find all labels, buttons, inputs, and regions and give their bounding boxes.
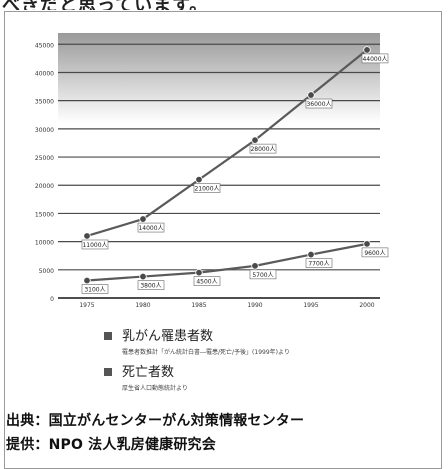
data-point <box>307 250 315 259</box>
x-tick-label: 1980 <box>135 302 150 309</box>
y-tick-label: 35000 <box>35 99 54 106</box>
data-label: 3800人 <box>140 283 161 290</box>
x-tick-label: 1990 <box>247 302 262 309</box>
data-label: 11000人 <box>82 242 107 249</box>
data-label-box <box>137 222 165 233</box>
data-label: 44000人 <box>362 56 387 63</box>
data-point <box>139 272 147 281</box>
data-label: 21000人 <box>194 186 219 193</box>
data-label: 4500人 <box>196 279 217 286</box>
data-point <box>83 276 91 285</box>
data-labels: 11000人 14000人 21000人 28000人 36000人 44000人 3100… <box>81 53 389 294</box>
data-label-box <box>193 183 221 193</box>
data-label-box <box>249 143 277 154</box>
header-text: べきだと思っています。 <box>2 0 208 10</box>
data-point <box>83 232 91 240</box>
x-axis: 1975 1980 1985 1990 1995 2000 <box>79 302 374 309</box>
y-tick-label: 0 <box>50 296 54 303</box>
data-point <box>251 136 259 144</box>
legend-series-name: 死亡者数 <box>122 365 174 380</box>
data-label-box <box>361 53 389 64</box>
data-label-box <box>193 276 221 286</box>
data-label-box <box>305 98 333 109</box>
x-tick-label: 1975 <box>79 302 94 309</box>
data-point <box>195 268 203 277</box>
data-point <box>195 175 203 184</box>
data-label-box <box>137 280 165 290</box>
legend-swatch <box>104 332 112 340</box>
legend: 乳がん罹患者数罹患者数推計「がん統計白書―罹患/死亡/予後」(1999年)より死… <box>104 329 290 392</box>
data-label: 14000人 <box>138 225 163 232</box>
y-tick-label: 25000 <box>35 155 54 162</box>
data-label-box <box>249 269 277 280</box>
x-tick-label: 2000 <box>359 302 374 309</box>
y-tick-label: 10000 <box>35 240 54 247</box>
legend-source-note: 厚生省人口動態統計より <box>122 384 188 392</box>
x-tick-label: 1995 <box>303 302 318 309</box>
data-points <box>83 46 371 285</box>
legend-series-name: 乳がん罹患者数 <box>122 329 213 344</box>
data-point <box>363 240 371 248</box>
legend-source-note: 罹患者数推計「がん統計白書―罹患/死亡/予後」(1999年)より <box>122 348 290 356</box>
series-line-2 <box>86 242 368 282</box>
y-tick-label: 30000 <box>35 127 54 134</box>
data-point <box>363 46 371 54</box>
legend-swatch <box>104 368 112 376</box>
y-tick-label: 5000 <box>39 268 54 275</box>
data-label: 36000人 <box>306 101 331 108</box>
data-label-box <box>361 247 389 258</box>
data-label: 3100人 <box>84 287 105 294</box>
y-tick-label: 40000 <box>35 70 54 77</box>
data-label: 5700人 <box>252 272 273 279</box>
series-line-1 <box>86 49 368 238</box>
data-label: 9600人 <box>364 250 385 257</box>
data-label: 7700人 <box>308 261 329 268</box>
page-header-fragment: べきだと思っています。 <box>0 0 448 10</box>
data-label-box <box>81 284 109 294</box>
data-label-box <box>81 239 109 250</box>
series-lines <box>86 49 368 282</box>
data-point <box>139 215 147 223</box>
x-tick-label: 1985 <box>191 302 206 309</box>
y-tick-label: 20000 <box>35 183 54 190</box>
source-credit: 出典：国立がんセンターがん対策情報センター <box>6 413 305 429</box>
data-point <box>251 262 259 270</box>
data-label: 28000人 <box>250 146 275 153</box>
data-point <box>307 91 315 99</box>
data-label-box <box>305 258 333 268</box>
y-axis: 0 5000 10000 15000 20000 25000 30000 35000 40000… <box>35 42 54 303</box>
provider-credit: 提供：NPO 法人乳房健康研究会 <box>6 437 216 453</box>
y-tick-label: 15000 <box>35 211 54 218</box>
y-tick-label: 45000 <box>35 42 54 49</box>
